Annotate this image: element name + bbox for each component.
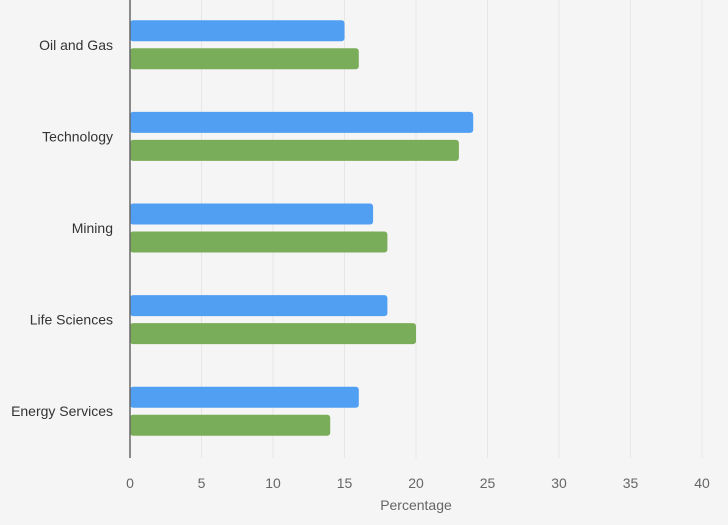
x-axis-ticks: 0 5 10 15 20 25 30 35 40 <box>126 475 710 491</box>
category-label: Technology <box>42 128 113 144</box>
x-tick-label: 30 <box>551 475 567 491</box>
x-tick-label: 35 <box>623 475 639 491</box>
bar-life-sciences-series-1 <box>130 295 388 317</box>
bar-energy-services-series-2 <box>130 414 331 436</box>
grid-lines <box>201 0 703 458</box>
category-label: Life Sciences <box>30 312 113 328</box>
bar-oil-and-gas-series-2 <box>130 48 359 70</box>
category-label: Oil and Gas <box>39 37 113 53</box>
bar-life-sciences-series-2 <box>130 323 416 345</box>
x-tick-label: 10 <box>265 475 281 491</box>
category-labels: Oil and Gas Technology Mining Life Sciences… <box>11 37 113 419</box>
bars <box>130 20 474 436</box>
x-tick-label: 5 <box>198 475 206 491</box>
bar-oil-and-gas-series-1 <box>130 20 345 42</box>
bar-mining-series-1 <box>130 203 374 225</box>
x-axis-title: Percentage <box>380 497 452 513</box>
category-label: Mining <box>72 220 113 236</box>
x-tick-label: 15 <box>337 475 353 491</box>
category-label: Energy Services <box>11 403 113 419</box>
x-tick-label: 40 <box>694 475 710 491</box>
x-tick-label: 0 <box>126 475 134 491</box>
x-tick-label: 20 <box>408 475 424 491</box>
bar-technology-series-1 <box>130 111 474 133</box>
x-tick-label: 25 <box>480 475 496 491</box>
bar-mining-series-2 <box>130 231 388 253</box>
bar-energy-services-series-1 <box>130 386 359 408</box>
bar-technology-series-2 <box>130 139 459 161</box>
